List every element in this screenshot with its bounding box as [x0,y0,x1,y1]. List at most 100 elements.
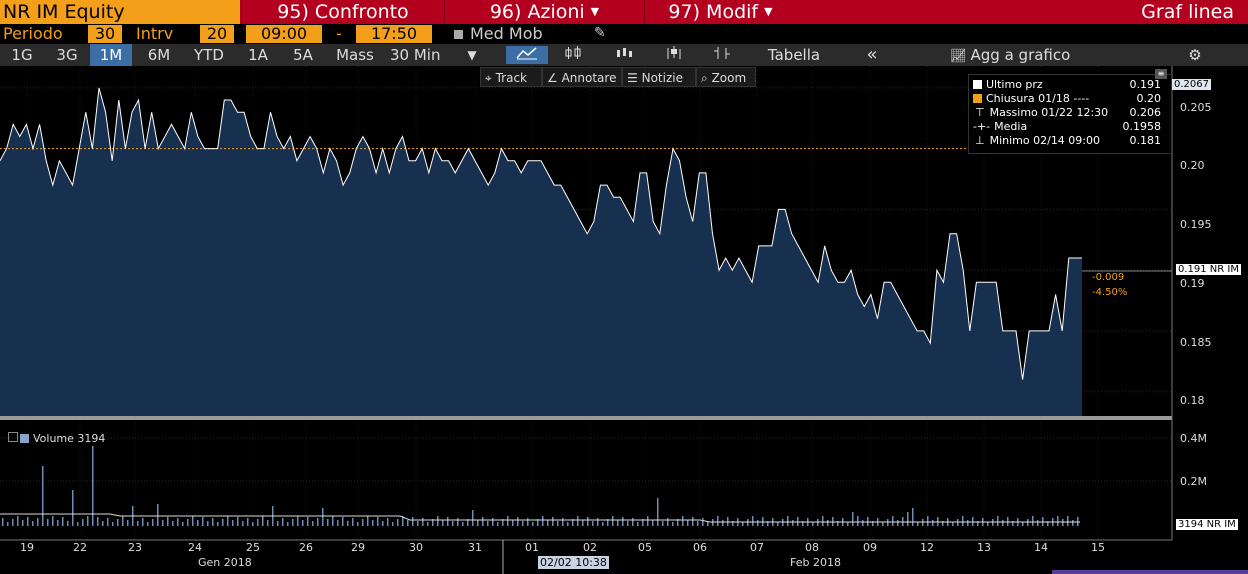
volume-bar [572,519,574,526]
volume-bar [862,520,864,526]
volume-bar [347,521,349,526]
range-6m[interactable]: 6M [147,46,171,64]
volume-bar [767,521,769,526]
period-field[interactable]: 30 [88,25,122,43]
volume-bar [1022,522,1024,526]
range-1a[interactable]: 1A [248,46,268,64]
volume-bar [292,519,294,526]
volume-bar [342,517,344,526]
volume-bar [202,517,204,526]
legend-menu-icon[interactable]: ≡ [1155,69,1167,79]
gear-icon[interactable]: ⚙ [1188,46,1202,64]
volume-average-line [0,513,1080,523]
scroll-indicator[interactable] [1052,570,1248,574]
x-tick-label: 24 [188,541,202,554]
volume-bar [682,516,684,526]
annotate-button[interactable]: ∠ Annotare [542,67,622,87]
volume-bar [847,522,849,526]
volume-bar [472,510,474,526]
volume-bar [662,521,664,526]
bar-chart-icon[interactable] [652,46,696,64]
volume-bar [837,521,839,526]
volume-bar [192,516,194,526]
volume-bar [157,504,159,526]
zoom-button[interactable]: ⌕ Zoom [696,67,756,87]
interval-field[interactable]: 20 [200,25,234,43]
volume-bar [777,522,779,526]
crosshair-date-tag: 02/02 10:38 [538,556,609,569]
checkbox-icon[interactable] [454,30,463,39]
time-separator: - [336,24,342,43]
volume-bar [97,517,99,526]
volume-bar [672,522,674,526]
volume-bar [552,517,554,526]
add-to-chart-button[interactable]: 📈︎ Agg a grafico [950,46,1071,64]
range-1m[interactable]: 1M [90,44,132,66]
volume-bar [227,516,229,526]
track-button[interactable]: ⌖ Track [480,67,542,87]
volume-bar [812,522,814,526]
price-chart[interactable] [0,66,1248,574]
x-tick-label: 19 [20,541,34,554]
volume-bar [872,521,874,526]
table-button[interactable]: Tabella [767,46,821,64]
change-value: -0.009 [1092,272,1125,283]
volume-bar [997,516,999,526]
x-tick-label: 09 [863,541,877,554]
volume-bar [642,519,644,526]
x-tick-label: 23 [128,541,142,554]
volume-bar [952,522,954,526]
expand-icon[interactable] [8,432,18,442]
range-max[interactable]: Mass [336,46,374,64]
volume-bar [912,508,914,526]
volume-bar [892,516,894,526]
modify-button[interactable]: 97) Modif ▼ [644,0,796,24]
range-1g[interactable]: 1G [11,46,33,64]
end-time-field[interactable]: 17:50 [356,25,432,43]
volume-bar [577,516,579,526]
volume-bar [882,522,884,526]
volume-bar [457,518,459,526]
actions-button[interactable]: 96) Azioni ▼ [444,0,644,24]
ohlc-icon[interactable] [554,46,594,64]
volume-bar [212,518,214,526]
price-line [0,87,1082,380]
pencil-icon[interactable]: ✎ [594,25,606,41]
candlestick-icon[interactable] [604,46,644,64]
volume-bar [527,518,529,526]
volume-bar [17,516,19,526]
moving-average-toggle[interactable]: Med Mob [470,24,543,43]
volume-bar [77,522,79,526]
volume-bar [432,519,434,526]
range-5a[interactable]: 5A [293,46,313,64]
line-chart-icon[interactable] [506,46,548,64]
range-ytd[interactable]: YTD [194,46,224,64]
avg-marker-icon: -+- [973,120,991,133]
volume-bar [12,519,14,526]
compare-button[interactable]: 95) Confronto [241,0,444,24]
volume-bar [587,517,589,526]
volume-bar [517,517,519,526]
volume-bar [507,516,509,526]
volume-bar [402,516,404,526]
y-tick-020: 0.20 [1180,159,1205,172]
volume-bar [1047,521,1049,526]
volume-bar [357,522,359,526]
volume-bar [447,517,449,526]
x-tick-label: 30 [409,541,423,554]
price-area [0,87,1082,417]
collapse-icon[interactable]: « [866,44,878,65]
x-tick-label: 13 [977,541,991,554]
volume-bar [647,516,649,526]
hlc-icon[interactable] [700,46,744,64]
news-button[interactable]: ☰ Notizie [622,67,696,87]
volume-bar [392,522,394,526]
start-time-field[interactable]: 09:00 [246,25,322,43]
panel-separator[interactable] [0,416,1172,420]
volume-swatch [20,434,29,443]
chevron-down-icon[interactable]: ▼ [467,48,477,62]
security-ticker[interactable]: NR IM Equity [0,0,240,24]
interval-dropdown[interactable]: 30 Min [390,46,441,64]
range-3g[interactable]: 3G [56,46,78,64]
volume-bar [477,520,479,526]
